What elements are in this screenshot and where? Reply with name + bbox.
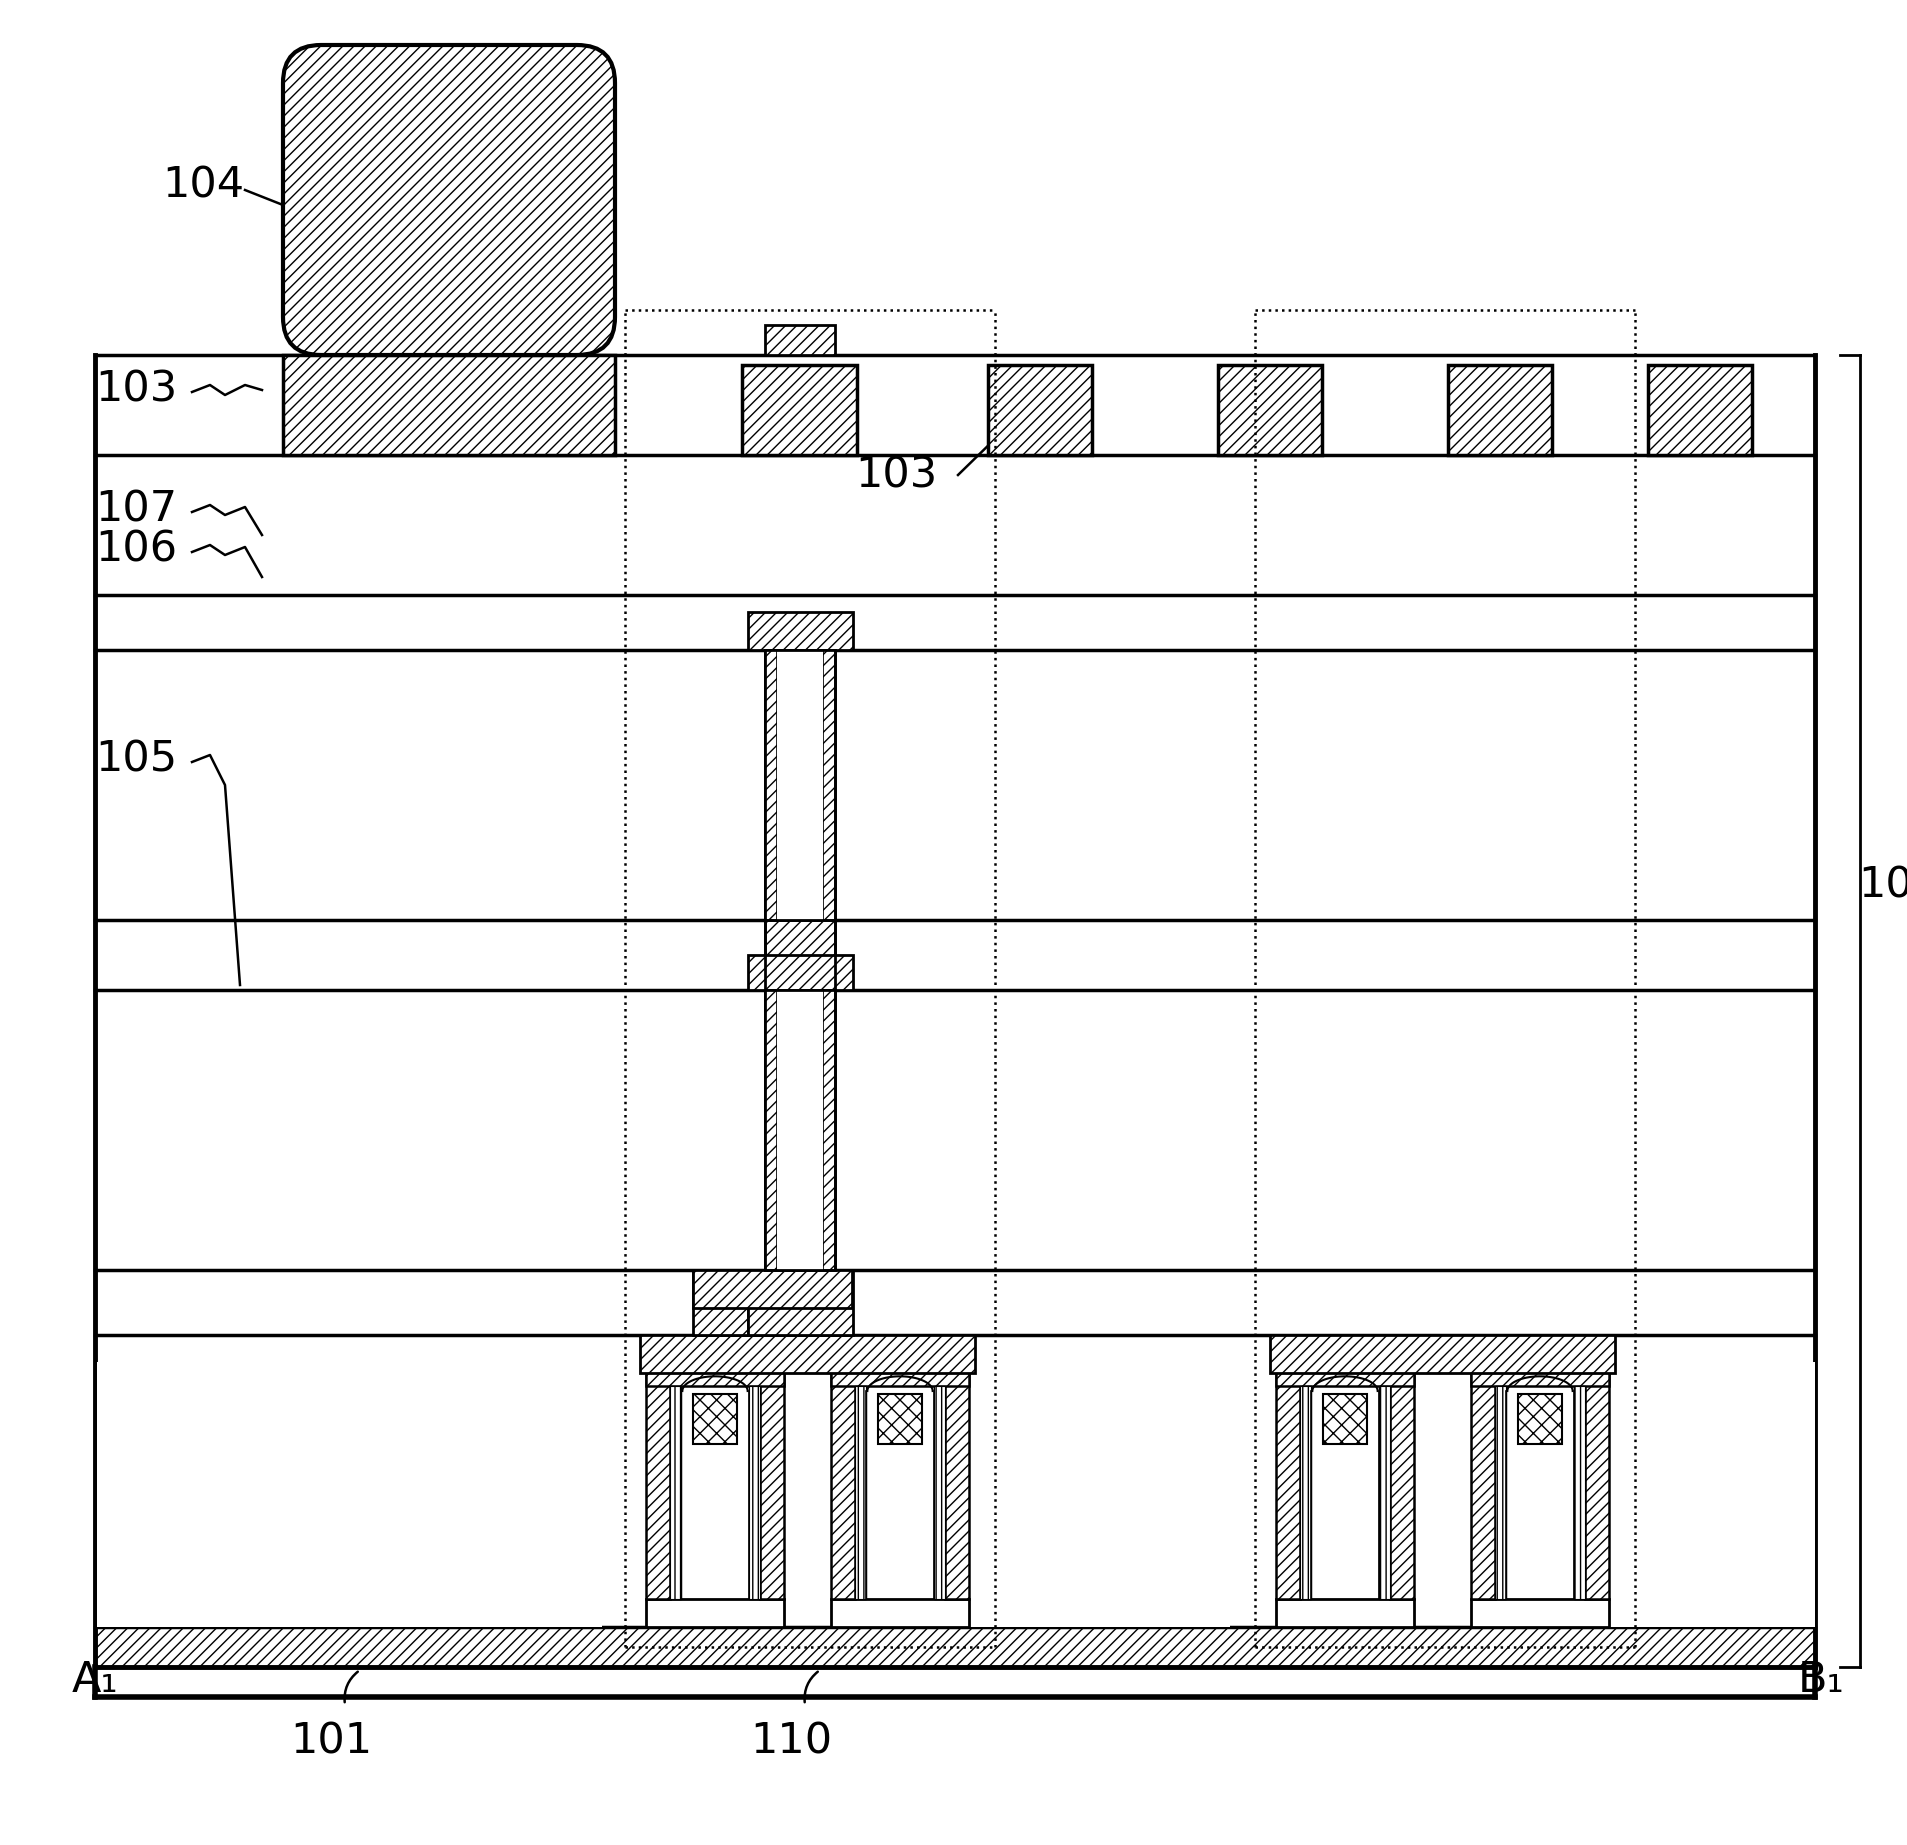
Bar xyxy=(1390,1362,1413,1600)
Bar xyxy=(1270,1336,1615,1373)
Bar xyxy=(95,1627,1815,1668)
Bar xyxy=(648,1601,782,1625)
Text: 103: 103 xyxy=(95,369,177,411)
Bar xyxy=(1585,1362,1610,1600)
Bar xyxy=(1470,1600,1610,1627)
Bar xyxy=(749,1386,761,1600)
Bar xyxy=(1495,1386,1507,1600)
Bar xyxy=(669,1386,761,1600)
Bar xyxy=(824,991,835,1269)
Bar xyxy=(1447,365,1552,456)
Bar xyxy=(1573,1386,1585,1600)
Bar xyxy=(1301,1386,1310,1600)
Bar xyxy=(1648,365,1753,456)
Bar xyxy=(765,649,835,921)
Bar xyxy=(1276,1362,1413,1386)
Bar xyxy=(765,991,776,1269)
Bar xyxy=(854,1386,946,1600)
Bar xyxy=(1470,1362,1495,1600)
Bar xyxy=(95,354,1815,1668)
Text: 104: 104 xyxy=(162,164,244,207)
Bar xyxy=(646,1600,784,1627)
Bar xyxy=(761,1362,784,1600)
Bar xyxy=(692,1269,852,1308)
Bar xyxy=(749,1386,761,1600)
Bar xyxy=(765,649,776,921)
Bar xyxy=(988,365,1093,456)
Bar xyxy=(669,1386,681,1600)
Bar xyxy=(1278,1601,1411,1625)
Bar xyxy=(1276,1600,1413,1627)
Bar xyxy=(692,1269,748,1336)
Bar xyxy=(824,649,835,921)
Bar xyxy=(748,956,852,991)
Bar xyxy=(831,1362,854,1600)
Text: 105: 105 xyxy=(95,740,177,780)
Bar xyxy=(934,1386,946,1600)
Bar xyxy=(1470,1362,1610,1386)
Bar xyxy=(1323,1395,1367,1445)
Bar xyxy=(765,921,835,991)
Bar xyxy=(1379,1386,1390,1600)
Bar xyxy=(1276,1362,1301,1600)
Bar xyxy=(831,1362,969,1386)
Bar xyxy=(282,354,614,456)
Bar xyxy=(854,1386,866,1600)
Text: 107: 107 xyxy=(95,489,177,531)
Bar xyxy=(854,1386,866,1600)
Bar xyxy=(646,1362,669,1600)
Text: 106: 106 xyxy=(95,530,177,570)
Bar xyxy=(1379,1386,1390,1600)
Bar xyxy=(831,1600,969,1627)
Bar xyxy=(765,991,835,1269)
Bar xyxy=(934,1386,946,1600)
Bar xyxy=(1518,1395,1562,1445)
Text: B₁: B₁ xyxy=(1798,1659,1844,1701)
Bar xyxy=(1301,1386,1310,1600)
FancyBboxPatch shape xyxy=(282,44,614,354)
Bar xyxy=(1472,1601,1608,1625)
Bar xyxy=(669,1386,681,1600)
Bar xyxy=(1219,365,1322,456)
Text: 103: 103 xyxy=(854,454,936,496)
Bar xyxy=(748,1269,852,1336)
Bar xyxy=(692,1395,736,1445)
Bar xyxy=(742,365,856,456)
Bar xyxy=(641,1336,974,1373)
Bar xyxy=(97,1362,603,1627)
Bar xyxy=(1301,1386,1390,1600)
Bar xyxy=(646,1362,784,1386)
Text: 102: 102 xyxy=(1857,863,1907,906)
Text: 101: 101 xyxy=(290,1721,372,1764)
Bar xyxy=(946,1362,969,1600)
Bar xyxy=(971,1362,1230,1627)
Bar xyxy=(1573,1386,1585,1600)
Bar xyxy=(776,991,824,1269)
Text: A₁: A₁ xyxy=(72,1659,118,1701)
Bar xyxy=(1495,1386,1507,1600)
Bar xyxy=(877,1395,921,1445)
Bar xyxy=(748,613,852,649)
Bar xyxy=(1610,1362,1815,1627)
Bar xyxy=(765,325,835,354)
Bar xyxy=(776,649,824,921)
Bar xyxy=(1495,1386,1585,1600)
Text: 110: 110 xyxy=(749,1721,831,1764)
Bar xyxy=(833,1601,967,1625)
